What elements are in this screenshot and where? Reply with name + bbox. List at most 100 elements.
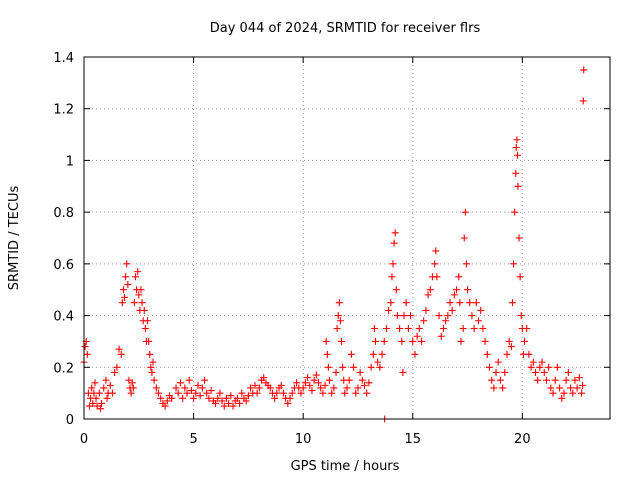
data-point [293, 379, 301, 387]
data-point [556, 384, 564, 392]
y-tick-label: 0 [66, 413, 74, 428]
data-point [457, 337, 465, 345]
data-point [129, 384, 137, 392]
data-point [179, 394, 187, 402]
data-point [185, 376, 193, 384]
data-point [111, 368, 119, 376]
data-point [462, 260, 470, 268]
data-point [225, 399, 233, 407]
data-point [306, 381, 314, 389]
data-point [567, 384, 575, 392]
data-point [155, 389, 163, 397]
data-point [479, 325, 487, 332]
data-point [496, 376, 504, 384]
data-point [150, 376, 158, 384]
data-point [242, 397, 250, 405]
data-point [507, 343, 515, 351]
plot-frame [83, 56, 611, 420]
data-point [183, 389, 191, 397]
data-point [330, 384, 338, 392]
data-point [321, 381, 329, 389]
data-point [523, 325, 531, 332]
data-point [233, 394, 241, 402]
data-point [271, 394, 279, 402]
data-point [207, 387, 215, 395]
y-tick-label: 0.8 [53, 206, 74, 221]
data-point [569, 389, 577, 397]
data-point [108, 389, 116, 397]
data-point [505, 337, 513, 345]
data-point [515, 234, 523, 242]
data-point [328, 389, 336, 397]
data-point [345, 376, 353, 384]
data-point [580, 66, 588, 74]
data-point [399, 368, 407, 376]
data-point [538, 358, 546, 366]
data-point [244, 392, 252, 400]
data-point [424, 291, 432, 299]
data-point [350, 363, 358, 371]
data-point [339, 363, 347, 371]
data-point [218, 397, 226, 405]
data-point [203, 389, 211, 397]
data-point [147, 363, 155, 371]
data-point [460, 234, 468, 242]
data-point [322, 337, 330, 345]
data-point [247, 384, 255, 392]
data-point [324, 363, 332, 371]
data-point [549, 389, 557, 397]
data-point [140, 306, 148, 314]
data-point [531, 368, 539, 376]
data-point [123, 260, 131, 268]
data-point [127, 389, 135, 397]
data-point [336, 317, 344, 325]
data-point [220, 402, 228, 410]
data-point [472, 299, 480, 307]
x-axis-label: GPS time / hours [291, 459, 400, 474]
data-point [106, 381, 114, 389]
data-point [277, 381, 285, 389]
data-point [102, 376, 110, 384]
data-point [238, 389, 246, 397]
axis-ticks [83, 56, 610, 420]
data-point [146, 350, 154, 358]
data-point [130, 299, 138, 307]
y-tick-label: 0.4 [53, 310, 74, 325]
data-point [115, 345, 123, 353]
data-point [571, 376, 579, 384]
data-point [551, 376, 559, 384]
data-point [227, 392, 235, 400]
chart-title: Day 044 of 2024, SRMTID for receiver flr… [210, 21, 481, 36]
data-point [508, 299, 516, 307]
data-point [137, 286, 145, 294]
data-point [494, 358, 502, 366]
data-point [432, 247, 440, 255]
data-point [333, 325, 341, 332]
data-point [354, 384, 362, 392]
data-point [433, 273, 441, 281]
data-point [181, 384, 189, 392]
data-point [439, 325, 447, 332]
data-point [466, 299, 474, 307]
data-point [392, 286, 400, 294]
data-point [464, 286, 472, 294]
data-point [100, 384, 108, 392]
data-point [564, 368, 572, 376]
data-point [118, 299, 126, 307]
data-point [255, 384, 263, 392]
data-point [512, 169, 520, 177]
tick-labels: 0 0.2 0.4 0.6 0.8 1 1.2 1.4 0 5 10 15 20 [53, 51, 530, 447]
data-point [558, 394, 566, 402]
data-point [117, 350, 125, 358]
data-point [174, 389, 182, 397]
data-point [253, 389, 261, 397]
data-point [545, 363, 553, 371]
data-point [376, 363, 384, 371]
data-point [415, 325, 423, 332]
data-points [80, 66, 588, 423]
data-point [196, 392, 204, 400]
data-point [266, 384, 274, 392]
data-point [547, 384, 555, 392]
data-point [521, 337, 529, 345]
data-point [481, 337, 489, 345]
